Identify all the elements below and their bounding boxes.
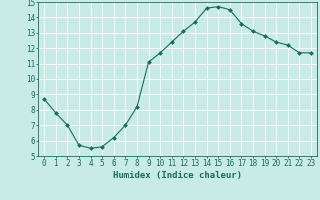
X-axis label: Humidex (Indice chaleur): Humidex (Indice chaleur) (113, 171, 242, 180)
